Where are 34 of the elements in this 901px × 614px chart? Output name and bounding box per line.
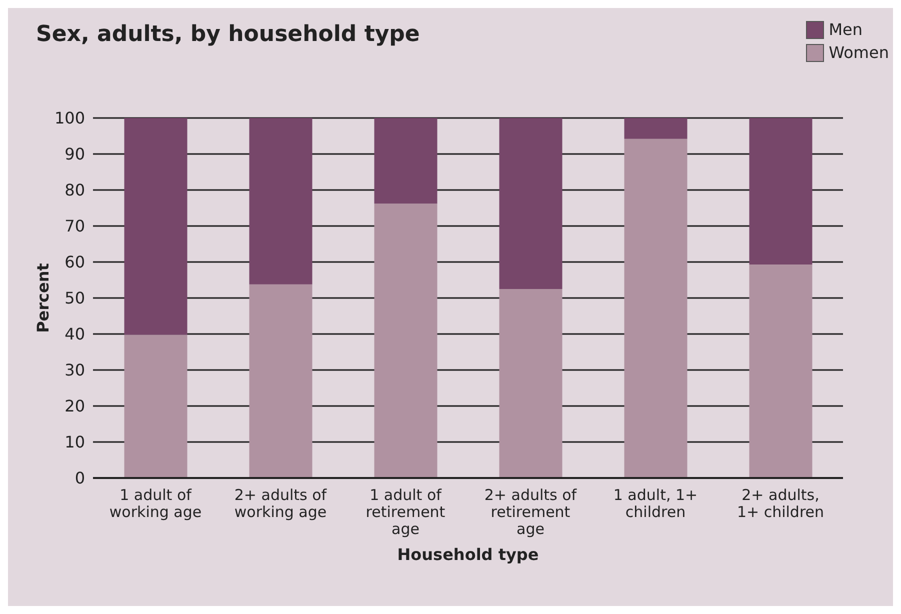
y-tick-label: 10 [64, 432, 85, 452]
x-tick-label: 1 adult, 1+ children [613, 486, 698, 521]
bar [624, 118, 688, 139]
y-tick-label: 70 [64, 216, 85, 236]
y-tick-label: 60 [64, 252, 85, 272]
bar [499, 118, 562, 289]
bar [249, 284, 312, 478]
y-tick-label: 80 [64, 180, 85, 200]
y-axis-title: Percent [34, 262, 53, 333]
legend-label: Men [828, 20, 863, 39]
y-tick-label: 0 [74, 468, 85, 488]
bar [749, 264, 812, 478]
bar [374, 118, 438, 204]
y-tick-label: 90 [64, 144, 85, 164]
y-tick-label: 20 [64, 396, 85, 416]
bar [249, 118, 312, 284]
bar [124, 334, 188, 478]
bar [499, 289, 562, 478]
bar [624, 138, 688, 478]
bar [374, 204, 438, 478]
x-tick-label: 1 adult of working age [109, 486, 202, 521]
bar [749, 118, 812, 265]
legend-label: Women [828, 43, 889, 62]
y-tick-label: 100 [54, 108, 85, 128]
chart-title: Sex, adults, by household type [36, 22, 420, 47]
y-tick-label: 50 [64, 288, 85, 308]
y-tick-label: 30 [64, 360, 85, 380]
x-tick-label: 2+ adults of retirement age [484, 486, 578, 538]
x-tick-label: 1 adult of retirement age [366, 486, 446, 538]
x-tick-label: 2+ adults of working age [234, 486, 328, 521]
x-tick-label: 2+ adults, 1+ children [736, 486, 824, 521]
y-tick-label: 40 [64, 324, 85, 344]
x-axis-title: Household type [397, 545, 539, 564]
bar [124, 118, 188, 335]
